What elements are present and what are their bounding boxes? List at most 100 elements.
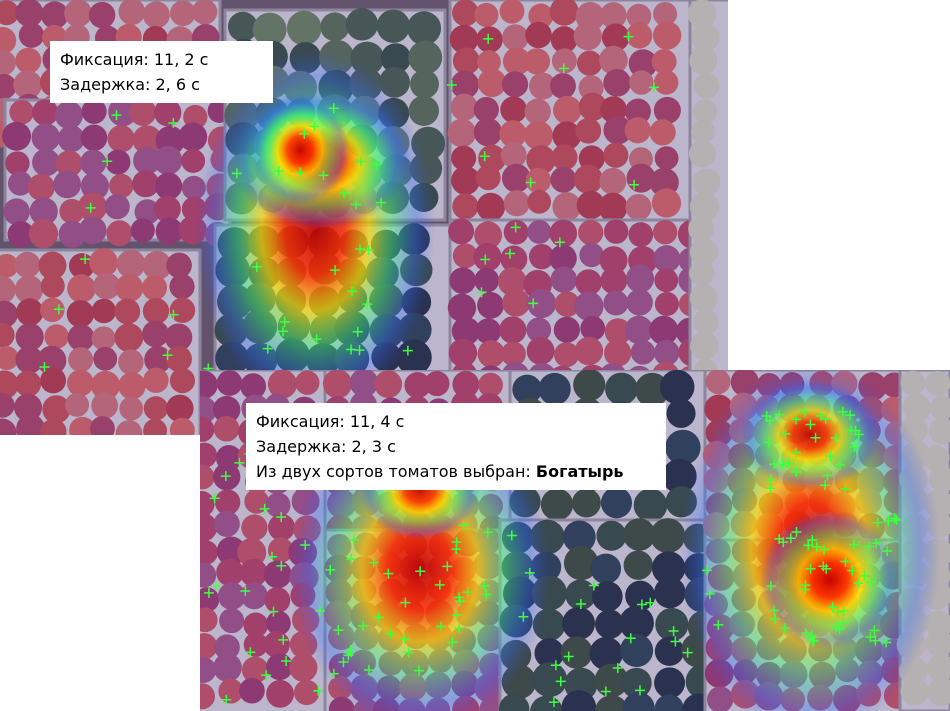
- tomato: [141, 275, 168, 301]
- tomato: [0, 253, 19, 278]
- fixation-cross: [827, 601, 838, 612]
- tomato: [143, 418, 168, 435]
- tomato: [218, 678, 244, 704]
- tomato: [499, 120, 527, 148]
- fixation-cross: [102, 156, 113, 167]
- fixation-cross: [261, 670, 272, 681]
- tomato: [923, 445, 950, 471]
- tomato: [927, 677, 950, 707]
- tomato: [452, 370, 480, 398]
- tomato: [153, 145, 183, 175]
- tomato: [452, 47, 481, 75]
- fixation-cross: [822, 470, 833, 481]
- avocado: [665, 429, 701, 466]
- tomato: [118, 372, 146, 400]
- tomato: [501, 341, 526, 367]
- fixation-cross: [259, 503, 270, 514]
- fixation-cross: [791, 414, 802, 425]
- avocado: [619, 633, 654, 668]
- tomato: [200, 442, 218, 468]
- fixation-cross: [362, 299, 373, 310]
- info-line: Задержка: 2, 6 с: [60, 75, 200, 94]
- tomato: [578, 145, 605, 172]
- tomato: [473, 117, 503, 147]
- tomato: [551, 144, 578, 171]
- tomato: [900, 370, 926, 396]
- tomato: [528, 243, 555, 270]
- tomato: [16, 414, 45, 435]
- tomato: [142, 1, 170, 29]
- tomato: [32, 148, 60, 177]
- tomato: [0, 393, 15, 418]
- tomato: [170, 0, 196, 27]
- info-box-1: Фиксация: 11, 2 с Задержка: 2, 6 с: [50, 41, 273, 103]
- fixation-cross: [203, 587, 214, 598]
- tomato: [478, 372, 503, 398]
- tomato: [264, 587, 291, 614]
- tomato: [603, 68, 631, 97]
- tomato: [691, 23, 720, 52]
- fixation-cross: [588, 580, 599, 591]
- tomato: [57, 125, 85, 153]
- fixation-cross: [383, 568, 394, 579]
- tomato: [67, 274, 96, 303]
- tomato: [13, 70, 43, 100]
- tomato: [134, 199, 160, 225]
- tomato: [705, 370, 731, 395]
- tomato: [579, 242, 604, 268]
- tomato: [289, 653, 318, 682]
- tomato: [603, 290, 629, 316]
- avocado: [605, 372, 638, 406]
- tomato: [630, 340, 656, 365]
- avocado: [345, 8, 379, 41]
- fixation-cross: [483, 33, 494, 44]
- avocado: [410, 69, 439, 99]
- fixation-cross: [354, 345, 365, 356]
- fixation-cross: [162, 350, 173, 361]
- tomato: [107, 125, 135, 153]
- tomato: [549, 219, 578, 248]
- fixation-cross: [328, 668, 339, 679]
- tomato: [693, 99, 718, 124]
- tomato: [108, 97, 138, 127]
- tomato: [132, 170, 160, 198]
- tomato: [16, 298, 44, 326]
- fixation-cross: [454, 623, 465, 634]
- tomato: [449, 24, 479, 54]
- avocado: [227, 11, 258, 42]
- avocado: [532, 662, 568, 698]
- tomato: [44, 324, 69, 349]
- tomato: [217, 582, 246, 610]
- fixation-cross: [462, 587, 473, 598]
- tomato: [178, 122, 208, 152]
- fixation-cross: [811, 541, 822, 552]
- tomato: [499, 316, 527, 344]
- tomato: [80, 149, 107, 176]
- fixation-cross: [648, 82, 659, 93]
- fixation-cross: [563, 651, 574, 662]
- tomato: [654, 268, 679, 293]
- fixation-cross: [330, 265, 341, 276]
- info-line: Фиксация: 11, 4 с: [256, 412, 405, 431]
- fixation-cross: [528, 298, 539, 309]
- avocado: [591, 581, 623, 612]
- tomato: [91, 298, 117, 324]
- avocado: [252, 12, 287, 47]
- tomato: [692, 309, 719, 335]
- tomato: [9, 99, 34, 125]
- tomato: [689, 46, 718, 75]
- fixation-cross: [869, 625, 880, 636]
- fixation-cross: [85, 202, 96, 213]
- fixation-cross: [889, 513, 900, 524]
- tomato: [604, 318, 632, 345]
- fixation-cross: [800, 580, 811, 591]
- tomato: [626, 289, 653, 316]
- tomato: [133, 146, 161, 175]
- fixation-cross: [883, 515, 894, 526]
- tomato: [267, 370, 298, 399]
- tomato: [293, 679, 320, 706]
- fixation-cross: [295, 167, 306, 178]
- fixation-cross: [346, 554, 357, 565]
- fixation-cross: [806, 630, 817, 641]
